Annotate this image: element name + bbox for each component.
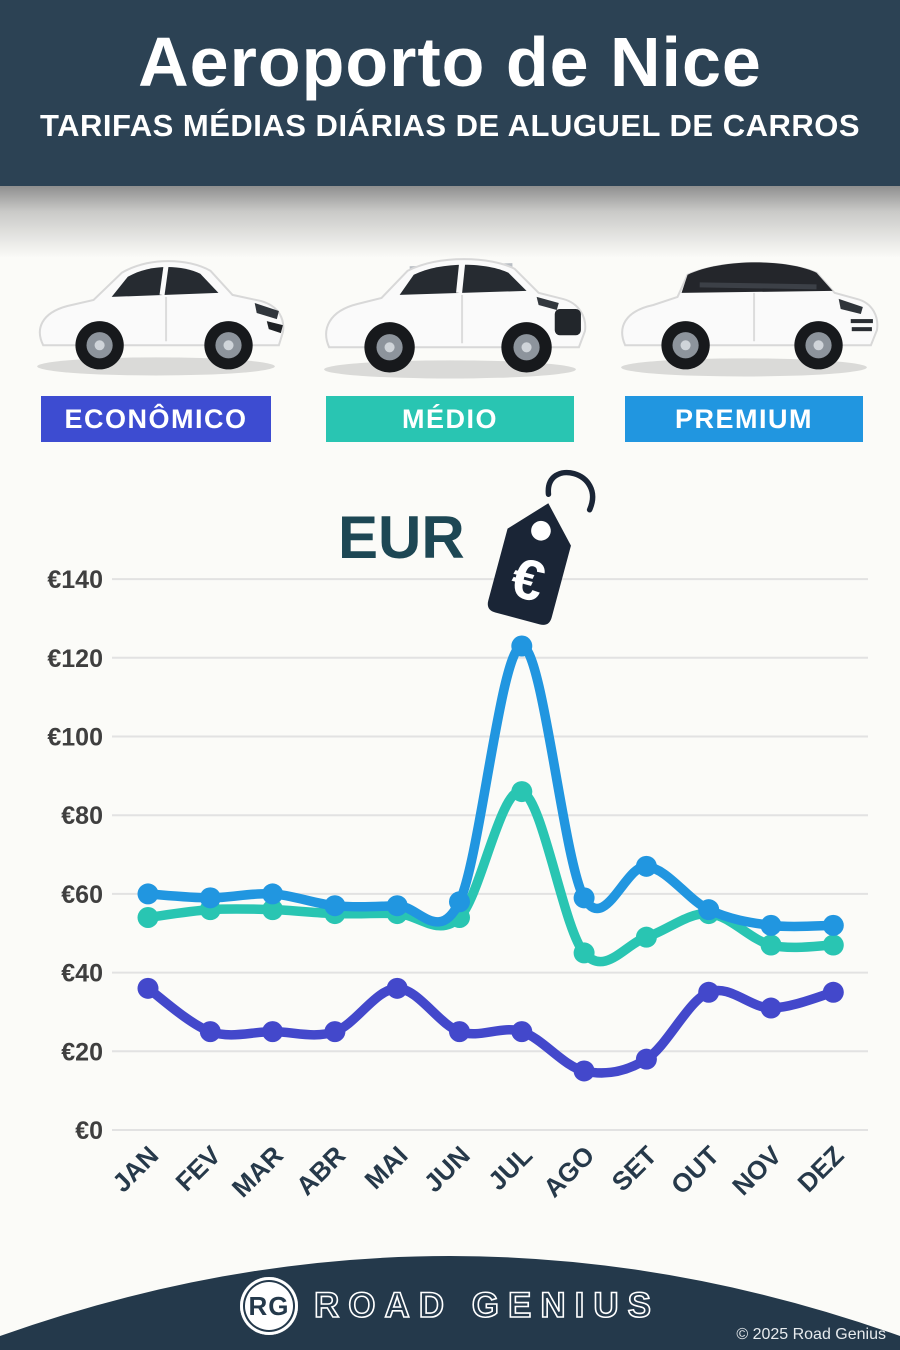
svg-text:€0: €0 <box>75 1117 103 1145</box>
svg-text:MAI: MAI <box>359 1140 414 1195</box>
premium-car-image <box>621 262 879 377</box>
economy-column: ECONÔMICO <box>10 232 302 442</box>
brand-name: ROAD GENIUS <box>313 1285 660 1326</box>
currency-label: EUR <box>338 504 465 571</box>
logo-initials: RG <box>248 1290 290 1321</box>
car-categories-section: ECONÔMICO MÉDIO <box>0 232 900 442</box>
footer: RG ROAD GENIUS © 2025 Road Genius <box>0 1248 900 1350</box>
mid-column: MÉDIO <box>304 232 596 442</box>
svg-text:€60: €60 <box>61 881 103 909</box>
svg-text:AGO: AGO <box>537 1140 600 1203</box>
svg-text:JUL: JUL <box>482 1140 538 1196</box>
svg-text:JAN: JAN <box>106 1140 164 1198</box>
svg-text:€20: €20 <box>61 1038 103 1066</box>
svg-text:€120: €120 <box>47 645 103 673</box>
currency-row: EUR € <box>0 455 900 630</box>
category-badge-economy: ECONÔMICO <box>41 396 271 442</box>
svg-text:€100: €100 <box>47 724 103 752</box>
footer-curve-shape <box>0 1256 900 1350</box>
economy-car-image <box>37 260 285 376</box>
svg-text:SET: SET <box>606 1140 663 1197</box>
copyright-text: © 2025 Road Genius <box>736 1326 886 1343</box>
category-badge-premium: PREMIUM <box>625 396 863 442</box>
svg-text:€40: €40 <box>61 960 103 988</box>
svg-text:NOV: NOV <box>726 1140 788 1202</box>
page-subtitle: TARIFAS MÉDIAS DIÁRIAS DE ALUGUEL DE CAR… <box>39 108 861 143</box>
svg-text:€140: €140 <box>47 566 103 594</box>
rg-logo-icon: RG <box>240 1277 299 1335</box>
category-badge-mid: MÉDIO <box>326 396 574 442</box>
premium-column: PREMIUM <box>598 232 890 442</box>
svg-text:DEZ: DEZ <box>792 1140 850 1198</box>
svg-text:ABR: ABR <box>290 1140 351 1201</box>
page-title: Aeroporto de Nice <box>138 23 762 101</box>
svg-text:FEV: FEV <box>170 1140 227 1197</box>
header: Aeroporto de Nice TARIFAS MÉDIAS DIÁRIAS… <box>0 0 900 186</box>
svg-text:OUT: OUT <box>665 1140 725 1200</box>
footer-logo-group: RG ROAD GENIUS <box>0 1262 900 1350</box>
svg-text:€80: €80 <box>61 802 103 830</box>
price-tag-icon: € <box>487 469 596 625</box>
svg-text:JUN: JUN <box>418 1140 476 1198</box>
mid-car-image <box>324 258 587 379</box>
header-shadow-divider <box>0 186 900 258</box>
svg-text:MAR: MAR <box>226 1140 289 1203</box>
rates-chart: €0 €20 €40 €60 €80 €100 €120 €140 JAN FEV MAR ABR MA… <box>47 566 868 1203</box>
